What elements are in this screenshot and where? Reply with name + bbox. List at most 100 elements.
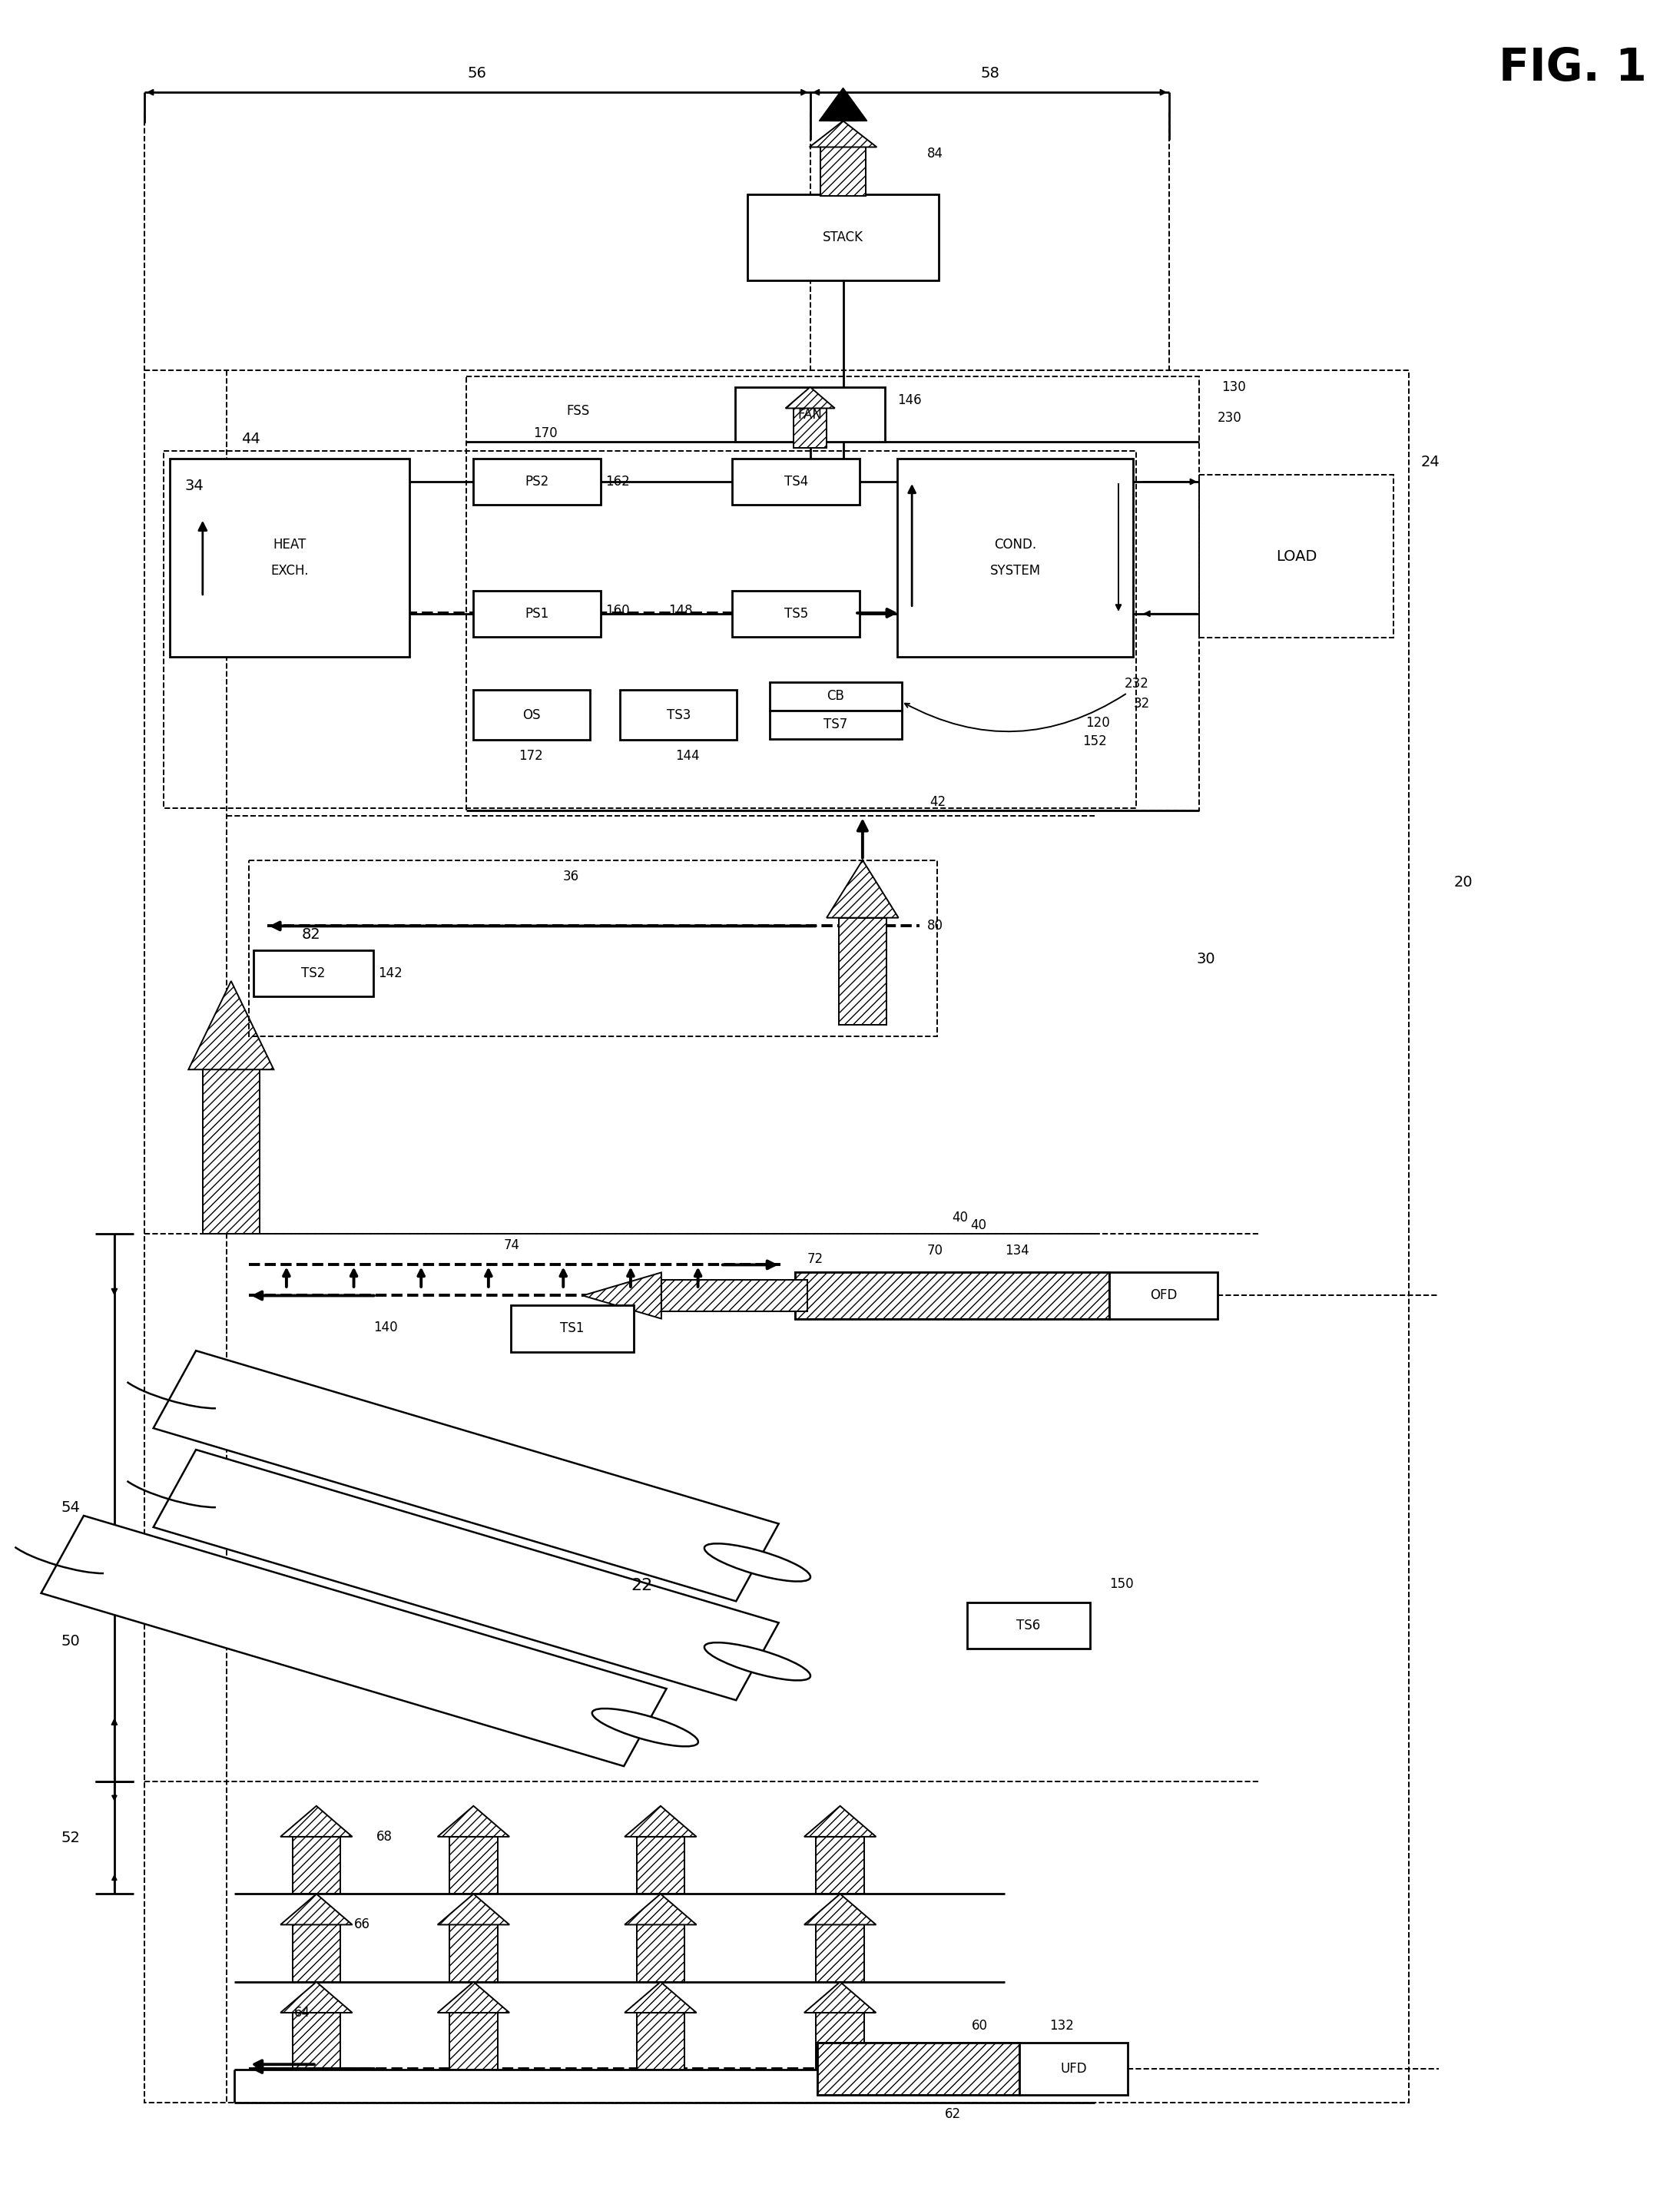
Polygon shape — [437, 1981, 509, 2012]
Text: 20: 20 — [1453, 875, 1473, 890]
Polygon shape — [437, 1893, 509, 1924]
Polygon shape — [281, 1805, 353, 1836]
Text: 40: 40 — [953, 1210, 968, 1225]
Bar — [793, 408, 827, 447]
Bar — [450, 2012, 497, 2070]
Text: HEAT: HEAT — [272, 538, 306, 551]
Text: 146: 146 — [897, 392, 921, 408]
Polygon shape — [153, 1351, 778, 1602]
Bar — [897, 458, 1134, 657]
Bar — [450, 1924, 497, 1981]
Bar — [144, 370, 1410, 2103]
Text: OFD: OFD — [1149, 1289, 1178, 1303]
Text: 160: 160 — [605, 604, 630, 617]
Text: TS1: TS1 — [559, 1322, 585, 1336]
Text: STACK: STACK — [823, 231, 864, 245]
Bar — [795, 1272, 1109, 1318]
Text: 172: 172 — [519, 749, 543, 763]
Text: TS6: TS6 — [1016, 1618, 1040, 1633]
Bar — [474, 458, 601, 505]
Text: FAN: FAN — [798, 408, 823, 421]
Text: TS7: TS7 — [823, 719, 848, 732]
Bar — [818, 2043, 1020, 2096]
Bar — [450, 1836, 497, 1893]
Polygon shape — [583, 1272, 662, 1318]
Text: 66: 66 — [354, 1917, 370, 1931]
Text: OS: OS — [522, 707, 541, 721]
Text: FSS: FSS — [566, 403, 590, 419]
Bar — [474, 591, 601, 637]
Text: 134: 134 — [1005, 1243, 1030, 1258]
Text: COND.: COND. — [995, 538, 1037, 551]
Bar — [816, 1924, 864, 1981]
Text: CB: CB — [827, 690, 845, 703]
Text: 130: 130 — [1221, 379, 1247, 395]
Text: 82: 82 — [301, 928, 321, 941]
Text: 70: 70 — [927, 1243, 942, 1258]
Bar — [620, 690, 738, 741]
Text: TS3: TS3 — [667, 707, 690, 721]
Bar — [795, 1272, 1109, 1318]
Bar — [820, 148, 865, 196]
Bar — [748, 194, 939, 280]
Bar — [465, 377, 1200, 811]
Text: FIG. 1: FIG. 1 — [1499, 46, 1646, 90]
Polygon shape — [625, 1981, 697, 2012]
Text: 24: 24 — [1421, 454, 1440, 469]
Text: TS5: TS5 — [785, 606, 808, 622]
Bar — [292, 1924, 341, 1981]
Text: 142: 142 — [378, 965, 402, 981]
Text: 54: 54 — [60, 1501, 81, 1514]
Polygon shape — [188, 981, 274, 1069]
Polygon shape — [786, 388, 835, 408]
Polygon shape — [827, 860, 899, 917]
Text: 62: 62 — [944, 2107, 961, 2120]
Text: SYSTEM: SYSTEM — [990, 564, 1040, 577]
Polygon shape — [625, 1893, 697, 1924]
Text: 56: 56 — [467, 66, 487, 82]
Text: 42: 42 — [931, 796, 946, 809]
Bar — [968, 1602, 1090, 1649]
Polygon shape — [281, 1981, 353, 2012]
Bar — [203, 1069, 259, 1234]
Polygon shape — [805, 1981, 875, 2012]
Bar — [249, 860, 937, 1036]
Text: 32: 32 — [1134, 696, 1149, 710]
Text: 120: 120 — [1085, 716, 1110, 730]
Bar — [637, 1836, 684, 1893]
Text: 44: 44 — [242, 432, 260, 445]
Polygon shape — [153, 1450, 778, 1699]
Bar — [816, 2012, 864, 2070]
Text: 230: 230 — [1218, 410, 1242, 425]
Polygon shape — [40, 1516, 667, 1765]
Text: TS4: TS4 — [785, 474, 808, 489]
Text: 170: 170 — [533, 425, 558, 441]
Ellipse shape — [704, 1543, 810, 1582]
Text: 50: 50 — [60, 1633, 81, 1649]
Text: 80: 80 — [927, 919, 942, 932]
Bar — [769, 681, 902, 710]
Text: 150: 150 — [1109, 1576, 1134, 1591]
Polygon shape — [830, 90, 857, 121]
Text: PS1: PS1 — [526, 606, 549, 622]
Text: 58: 58 — [979, 66, 1000, 82]
Text: 72: 72 — [806, 1252, 823, 1265]
Text: 152: 152 — [1082, 734, 1107, 747]
Text: LOAD: LOAD — [1277, 549, 1317, 564]
Text: 132: 132 — [1050, 2019, 1074, 2032]
Polygon shape — [437, 1805, 509, 1836]
Text: PS2: PS2 — [526, 474, 549, 489]
Text: 68: 68 — [376, 1829, 393, 1843]
Text: 84: 84 — [927, 148, 942, 161]
Bar — [292, 2012, 341, 2070]
Text: 148: 148 — [669, 604, 692, 617]
Polygon shape — [805, 1893, 875, 1924]
Bar — [818, 2043, 1020, 2096]
Text: 232: 232 — [1124, 677, 1149, 692]
Text: EXCH.: EXCH. — [270, 564, 309, 577]
Text: 140: 140 — [373, 1320, 398, 1333]
Bar — [662, 1281, 806, 1311]
Text: 40: 40 — [971, 1219, 986, 1232]
Text: 52: 52 — [60, 1832, 81, 1845]
Text: TS2: TS2 — [301, 965, 326, 981]
